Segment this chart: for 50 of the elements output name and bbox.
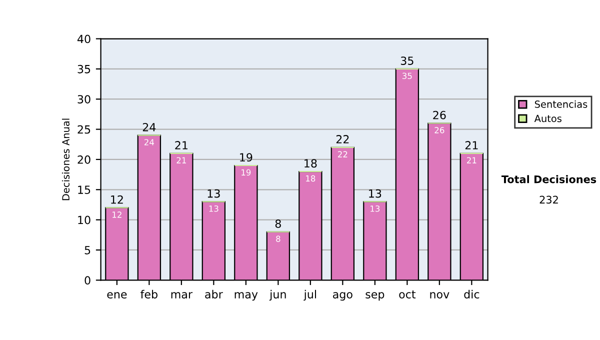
total-label: 22	[336, 135, 349, 144]
y-tick-label: 15	[78, 186, 90, 194]
total-label: 12	[111, 195, 123, 204]
text: 232	[540, 196, 558, 204]
x-tick-label: abr	[205, 290, 223, 298]
y-axis-title: Decisiones Anual	[62, 118, 70, 200]
x-tick-label: jun	[269, 290, 286, 301]
data-label: 26	[434, 127, 444, 134]
x-tick-label: nov	[430, 292, 450, 298]
y-tick-label: 30	[78, 95, 90, 104]
total-label: 24	[142, 122, 156, 132]
total-label: 8	[275, 220, 281, 228]
data-label: 24	[144, 139, 154, 146]
text: Total Decisiones	[501, 175, 596, 184]
total-label: 18	[304, 159, 317, 168]
data-label: 21	[176, 157, 186, 164]
data-label: 21	[466, 157, 476, 164]
y-tick-label: 5	[84, 246, 90, 254]
data-label: 13	[370, 205, 380, 212]
x-tick-label: mar	[171, 292, 193, 298]
x-tick-label: may	[234, 292, 258, 301]
x-tick-label: dic	[464, 290, 480, 298]
total-label: 35	[400, 56, 414, 65]
legend-label: Autos	[534, 114, 562, 122]
y-tick-label: 0	[84, 276, 90, 285]
data-label: 19	[242, 169, 251, 176]
x-tick-label: oct	[399, 290, 416, 298]
x-tick-label: jul	[304, 290, 316, 301]
data-label: 35	[402, 72, 412, 80]
x-tick-label: ene	[107, 292, 127, 298]
total-label: 21	[175, 141, 188, 150]
y-tick-label: 10	[78, 216, 90, 224]
y-tick-label: 20	[78, 155, 90, 164]
total-label: 26	[433, 110, 446, 120]
total-label: 19	[240, 153, 252, 162]
total-label: 21	[465, 141, 478, 150]
y-tick-label: 40	[77, 34, 90, 44]
x-tick-label: ago	[333, 292, 352, 301]
y-tick-label: 25	[78, 125, 90, 134]
y-tick-label: 35	[78, 64, 90, 74]
data-label: 8	[276, 236, 280, 242]
x-tick-label: feb	[140, 290, 158, 298]
legend-label: Sentencias	[534, 100, 588, 108]
x-tick-label: sep	[366, 292, 384, 301]
data-label: 22	[338, 151, 348, 158]
data-label: 12	[112, 212, 122, 218]
data-label: 18	[306, 175, 316, 182]
total-label: 13	[208, 189, 220, 198]
data-label: 13	[209, 205, 218, 212]
total-label: 13	[369, 189, 382, 198]
